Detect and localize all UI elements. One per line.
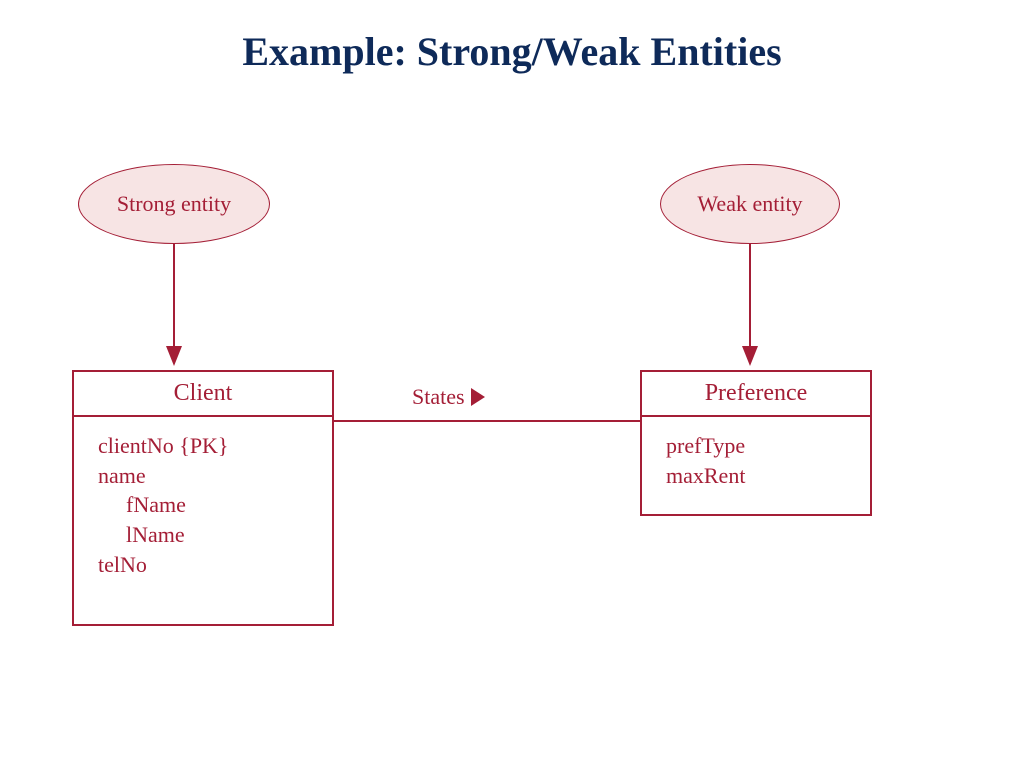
entity-attribute: clientNo {PK} xyxy=(98,431,314,461)
entity-client: Client clientNo {PK}namefNamelNametelNo xyxy=(72,370,334,626)
diagram-stage: Example: Strong/Weak Entities Strong ent… xyxy=(0,0,1024,768)
entity-attribute: name xyxy=(98,461,314,491)
relationship-text: States xyxy=(412,384,465,410)
entity-client-attributes: clientNo {PK}namefNamelNametelNo xyxy=(74,417,332,597)
entity-attribute: fName xyxy=(98,490,314,520)
entity-preference: Preference prefTypemaxRent xyxy=(640,370,872,516)
triangle-right-icon xyxy=(471,388,485,406)
entity-preference-header: Preference xyxy=(642,372,870,417)
weak-entity-callout: Weak entity xyxy=(660,164,840,244)
entity-attribute: prefType xyxy=(666,431,852,461)
entity-attribute: maxRent xyxy=(666,461,852,491)
weak-entity-callout-label: Weak entity xyxy=(697,191,802,217)
entity-client-header: Client xyxy=(74,372,332,417)
strong-entity-callout-label: Strong entity xyxy=(117,191,231,217)
entity-attribute: telNo xyxy=(98,550,314,580)
entity-attribute: lName xyxy=(98,520,314,550)
page-title: Example: Strong/Weak Entities xyxy=(0,28,1024,75)
relationship-label: States xyxy=(412,384,485,410)
entity-preference-attributes: prefTypemaxRent xyxy=(642,417,870,508)
strong-entity-callout: Strong entity xyxy=(78,164,270,244)
